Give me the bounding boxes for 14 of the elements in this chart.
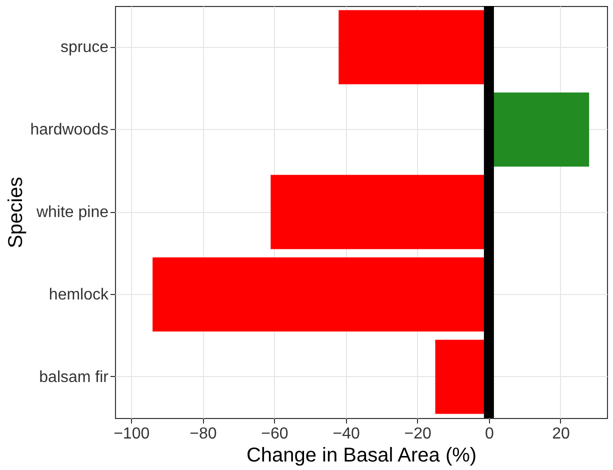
x-tick-label: −60 <box>261 426 288 442</box>
x-tick-label: −80 <box>190 426 217 442</box>
y-tick-label: spruce <box>60 39 109 56</box>
x-tick-label: −40 <box>332 426 360 442</box>
x-tick-label: 0 <box>484 426 494 442</box>
x-tick-label: 20 <box>552 426 570 442</box>
y-tick-label: balsam fir <box>39 368 110 386</box>
y-axis-title: Species <box>5 176 28 248</box>
y-tick-label: hardwoods <box>30 122 108 139</box>
x-tick-label: −100 <box>114 426 150 442</box>
y-tick-label: white pine <box>35 204 109 221</box>
y-tick-label: hemlock <box>48 286 110 304</box>
x-tick-label: −20 <box>404 426 432 442</box>
x-axis-title: Change in Basal Area (%) <box>246 444 477 466</box>
